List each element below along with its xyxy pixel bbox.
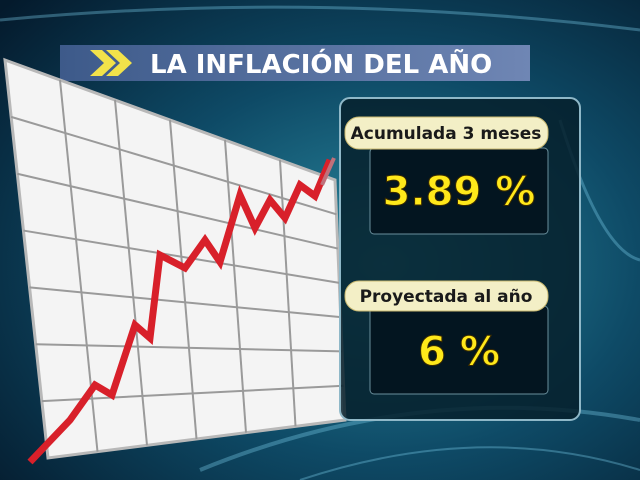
trend-line bbox=[27, 158, 334, 465]
chevrons bbox=[90, 50, 132, 76]
grid-line bbox=[279, 159, 297, 427]
grid-line bbox=[41, 384, 344, 403]
grid-line bbox=[35, 343, 343, 353]
label-pill bbox=[344, 116, 549, 150]
grid-line bbox=[224, 139, 247, 433]
grid-line bbox=[23, 229, 340, 284]
panel-value: 3.89 % bbox=[383, 169, 536, 215]
grid-line bbox=[17, 172, 339, 250]
grid-lines bbox=[10, 79, 344, 452]
panel-value: 6 % bbox=[418, 329, 500, 375]
grid-line bbox=[169, 119, 198, 440]
grid-line bbox=[10, 115, 337, 216]
grid-line bbox=[114, 99, 148, 446]
grid-line bbox=[29, 286, 341, 319]
label-pill bbox=[344, 280, 549, 312]
title-bar bbox=[60, 45, 530, 81]
panel-label: Acumulada 3 meses bbox=[351, 124, 542, 144]
trend-tip bbox=[320, 157, 336, 186]
panel-label: Proyectada al año bbox=[360, 287, 533, 307]
title: LA INFLACIÓN DEL AÑO bbox=[150, 48, 492, 80]
